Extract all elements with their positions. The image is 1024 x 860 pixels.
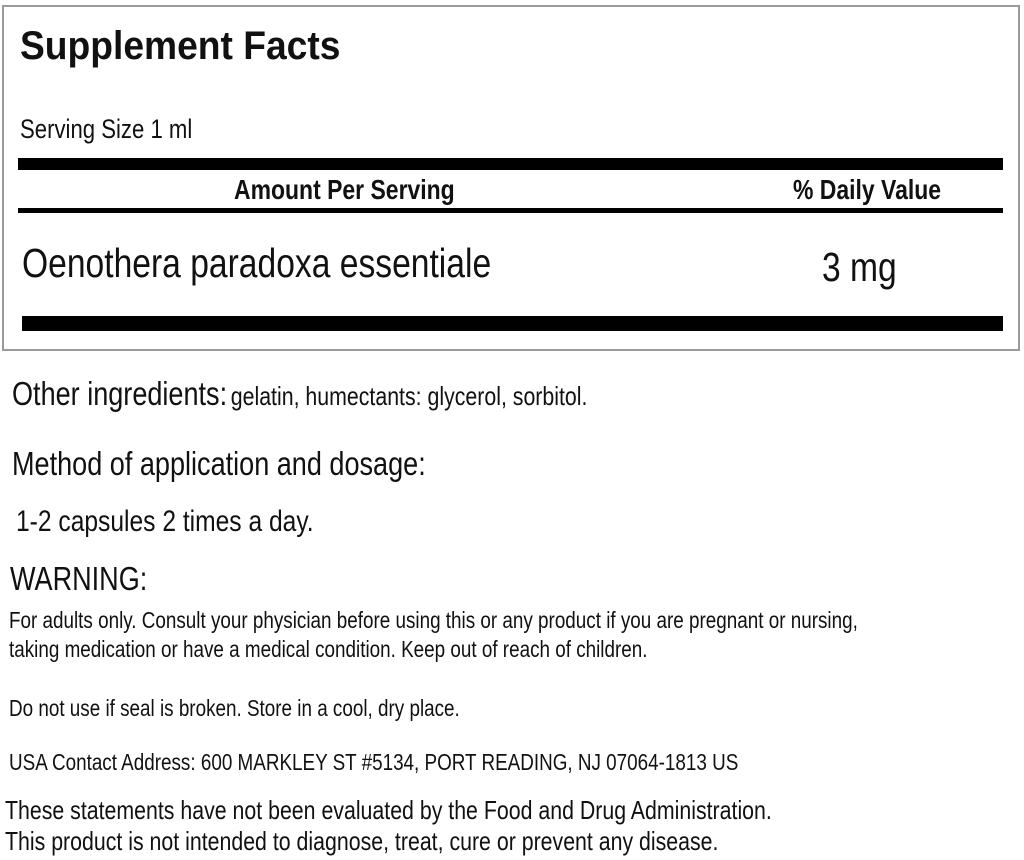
- thin-divider: [18, 208, 1003, 213]
- contact-address: USA Contact Address: 600 MARKLEY ST #513…: [9, 749, 738, 776]
- serving-size-value: 1 ml: [150, 114, 193, 144]
- method-heading: Method of application and dosage:: [12, 445, 426, 482]
- ingredient-amount: 3 mg: [822, 244, 897, 290]
- dosage-text: 1-2 capsules 2 times a day.: [16, 505, 314, 538]
- amount-per-serving-header: Amount Per Serving: [234, 174, 455, 205]
- serving-size-label: Serving Size: [20, 114, 145, 144]
- serving-size: Serving Size 1 ml: [20, 114, 192, 145]
- thick-divider: [18, 158, 1003, 170]
- supplement-facts-panel: [2, 5, 1020, 351]
- contact-value: 600 MARKLEY ST #5134, PORT READING, NJ 0…: [200, 749, 739, 775]
- contact-label: USA Contact Address:: [9, 749, 196, 775]
- other-ingredients: Other ingredients: gelatin, humectants: …: [12, 375, 587, 413]
- warning-line-2: taking medication or have a medical cond…: [9, 636, 648, 662]
- facts-title: Supplement Facts: [20, 24, 341, 68]
- warning-line-1: For adults only. Consult your physician …: [9, 607, 858, 633]
- other-ingredients-text: gelatin, humectants: glycerol, sorbitol.: [230, 381, 588, 411]
- ingredient-name: Oenothera paradoxa essentiale: [22, 240, 492, 286]
- storage-text: Do not use if seal is broken. Store in a…: [9, 695, 460, 721]
- disclaimer-line-2: This product is not intended to diagnose…: [5, 826, 719, 856]
- daily-value-header: % Daily Value: [793, 174, 942, 205]
- bottom-divider: [22, 316, 1003, 331]
- warning-heading: WARNING:: [10, 560, 148, 597]
- disclaimer-line-1: These statements have not been evaluated…: [5, 795, 772, 825]
- other-ingredients-label: Other ingredients:: [12, 375, 228, 412]
